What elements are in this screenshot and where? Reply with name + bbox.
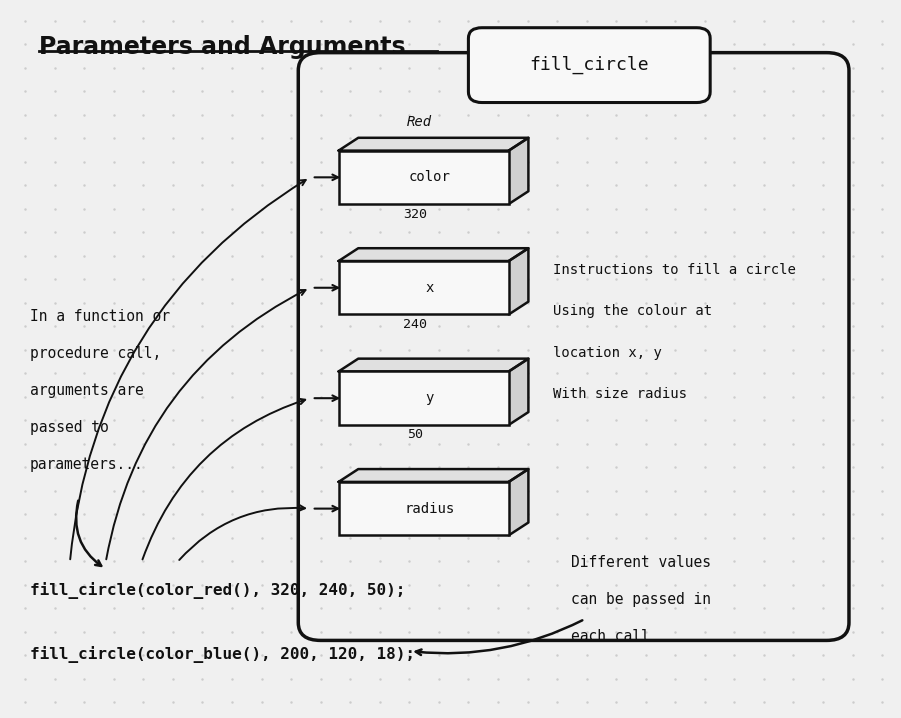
FancyBboxPatch shape bbox=[339, 371, 509, 425]
Text: y: y bbox=[425, 391, 433, 405]
Text: Parameters and Arguments: Parameters and Arguments bbox=[39, 35, 405, 59]
Text: 50: 50 bbox=[406, 429, 423, 442]
Text: fill_circle(color_blue(), 200, 120, 18);: fill_circle(color_blue(), 200, 120, 18); bbox=[30, 646, 414, 663]
Polygon shape bbox=[509, 248, 528, 314]
Text: In a function or: In a function or bbox=[30, 309, 169, 324]
FancyBboxPatch shape bbox=[339, 261, 509, 314]
Text: location x, y: location x, y bbox=[553, 345, 662, 360]
Text: 320: 320 bbox=[403, 208, 427, 220]
FancyBboxPatch shape bbox=[339, 482, 509, 536]
Text: Different values: Different values bbox=[571, 554, 712, 569]
Text: Red: Red bbox=[406, 115, 432, 129]
Text: procedure call,: procedure call, bbox=[30, 346, 161, 361]
FancyBboxPatch shape bbox=[339, 151, 509, 204]
Text: radius: radius bbox=[405, 502, 455, 516]
Text: Using the colour at: Using the colour at bbox=[553, 304, 713, 318]
Text: 240: 240 bbox=[403, 318, 427, 331]
Polygon shape bbox=[339, 138, 528, 151]
Text: passed to: passed to bbox=[30, 420, 108, 435]
Text: fill_circle(color_red(), 320, 240, 50);: fill_circle(color_red(), 320, 240, 50); bbox=[30, 582, 405, 599]
Polygon shape bbox=[509, 469, 528, 536]
Text: parameters...: parameters... bbox=[30, 457, 143, 472]
Text: each call: each call bbox=[571, 629, 651, 643]
Text: x: x bbox=[425, 281, 433, 295]
Text: color: color bbox=[409, 170, 450, 185]
Polygon shape bbox=[339, 359, 528, 371]
Text: fill_circle: fill_circle bbox=[530, 56, 649, 74]
Text: arguments are: arguments are bbox=[30, 383, 143, 398]
Polygon shape bbox=[509, 138, 528, 204]
FancyBboxPatch shape bbox=[469, 28, 710, 103]
Text: Instructions to fill a circle: Instructions to fill a circle bbox=[553, 263, 796, 277]
Polygon shape bbox=[339, 248, 528, 261]
Text: With size radius: With size radius bbox=[553, 387, 687, 401]
Polygon shape bbox=[339, 469, 528, 482]
Polygon shape bbox=[509, 359, 528, 425]
Text: can be passed in: can be passed in bbox=[571, 592, 712, 607]
